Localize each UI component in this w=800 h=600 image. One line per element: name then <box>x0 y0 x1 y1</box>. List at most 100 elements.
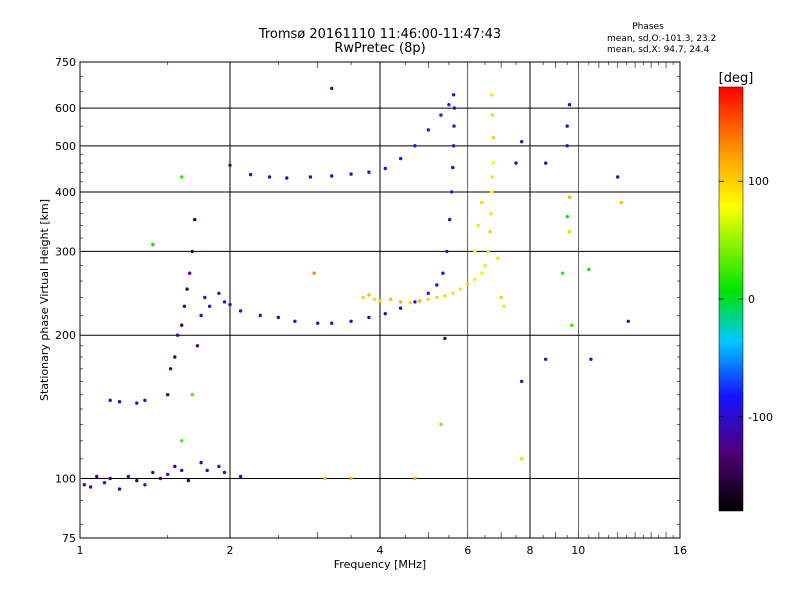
data-point <box>168 367 173 371</box>
data-point <box>490 113 494 117</box>
data-point <box>180 323 184 327</box>
data-point <box>238 309 243 313</box>
data-point <box>151 470 155 475</box>
phase-stats-o-mode: mean, sd,O:-101.3, 23.2 <box>607 34 717 44</box>
data-point <box>496 256 500 261</box>
data-point <box>570 323 574 327</box>
data-point <box>199 460 203 465</box>
data-point <box>367 293 371 297</box>
data-point <box>544 357 548 361</box>
data-point <box>135 478 139 483</box>
data-point <box>158 476 163 481</box>
data-point <box>378 299 382 303</box>
data-point <box>502 304 506 308</box>
data-point <box>151 242 155 247</box>
colorbar-tick-label: 0 <box>748 293 755 306</box>
data-point <box>398 156 403 161</box>
data-point <box>426 128 430 132</box>
data-point <box>108 476 112 481</box>
data-point <box>488 230 492 234</box>
data-point <box>383 312 387 316</box>
y-tick-label: 500 <box>55 140 76 153</box>
data-point <box>207 304 212 308</box>
data-point <box>186 478 191 483</box>
data-point <box>435 283 439 287</box>
data-point <box>166 472 170 477</box>
data-point <box>486 249 491 254</box>
data-point <box>616 175 620 179</box>
x-tick-label: 2 <box>227 544 234 557</box>
data-point <box>330 86 334 91</box>
data-point <box>489 93 494 97</box>
data-point <box>499 295 503 300</box>
data-point <box>560 271 565 275</box>
data-point <box>193 217 197 222</box>
data-point <box>199 313 203 318</box>
data-point <box>222 300 227 304</box>
data-point <box>565 214 569 219</box>
data-point <box>367 170 371 174</box>
chart-subtitle: RwPretec (8p) <box>334 41 426 56</box>
data-point <box>451 144 456 148</box>
x-tick-label: 10 <box>571 544 585 557</box>
data-point <box>447 103 451 107</box>
data-point <box>565 144 569 148</box>
data-point <box>448 217 452 222</box>
data-point <box>443 336 447 341</box>
data-point <box>293 319 297 323</box>
data-point <box>398 306 403 310</box>
data-point <box>626 319 630 323</box>
data-point <box>190 393 194 397</box>
colorbar-tick-label: 100 <box>748 175 769 188</box>
data-point <box>476 223 480 228</box>
y-tick-label: 75 <box>62 532 76 545</box>
y-tick-label: 750 <box>55 56 76 69</box>
data-point <box>426 297 430 301</box>
data-point <box>205 468 209 473</box>
data-point <box>217 291 221 295</box>
y-tick-label: 100 <box>55 473 76 486</box>
data-point <box>489 212 493 216</box>
data-point <box>180 175 184 179</box>
data-point <box>185 287 189 291</box>
x-tick-label: 1 <box>77 544 84 557</box>
data-point <box>88 485 93 489</box>
data-point <box>248 172 253 177</box>
data-point <box>258 313 262 318</box>
data-point <box>466 282 470 286</box>
phase-stats-title: Phases <box>632 22 664 32</box>
data-point <box>480 271 484 275</box>
phase-stats-x-mode: mean, sd,X: 94.7, 24.4 <box>607 45 710 55</box>
data-point <box>126 474 130 479</box>
data-point <box>143 483 147 487</box>
data-point <box>117 487 122 491</box>
colorbar-ticks: -100 0 100 <box>719 175 773 424</box>
data-point <box>238 474 243 479</box>
data-point <box>435 295 439 300</box>
data-point <box>587 267 591 272</box>
data-point <box>182 304 187 308</box>
data-point <box>82 483 87 487</box>
data-point <box>330 321 334 325</box>
data-point <box>190 249 194 254</box>
colorbar-tick-label: -100 <box>748 411 773 424</box>
y-tick-label: 400 <box>55 186 76 199</box>
x-tick-label: 16 <box>673 544 687 557</box>
x-axis-label: Frequency [MHz] <box>334 558 426 571</box>
data-point <box>490 175 494 179</box>
data-point <box>567 195 572 199</box>
data-points <box>82 86 630 491</box>
data-point <box>565 124 569 128</box>
colorbar-label: [deg] <box>719 71 754 86</box>
data-point <box>372 297 377 301</box>
data-point <box>452 106 457 110</box>
data-point <box>473 249 477 254</box>
data-point <box>308 175 313 179</box>
data-point <box>323 476 327 481</box>
data-point <box>413 476 417 481</box>
x-tick-label: 8 <box>527 544 534 557</box>
data-point <box>520 379 524 384</box>
y-tick-label: 300 <box>55 245 76 258</box>
data-point <box>228 302 232 307</box>
